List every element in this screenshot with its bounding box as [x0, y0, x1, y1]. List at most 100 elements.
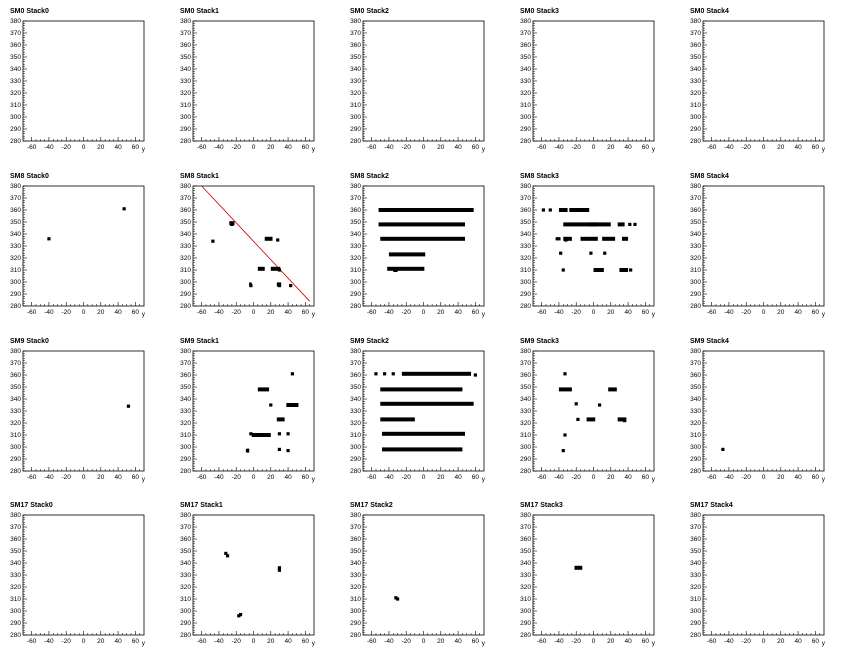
x-tick-label: 20	[97, 144, 105, 151]
hit-cluster	[558, 387, 572, 392]
data-point	[286, 432, 290, 436]
x-tick-label: 0	[422, 474, 426, 481]
x-tick-label: 60	[132, 309, 140, 316]
y-tick-label: 350	[180, 384, 191, 391]
y-tick-label: 370	[690, 195, 701, 202]
x-tick-label: 20	[607, 144, 615, 151]
x-tick-label: -20	[62, 144, 72, 151]
hit-cluster	[388, 252, 426, 257]
x-tick-label: -20	[402, 638, 412, 645]
y-tick-label: 290	[350, 291, 361, 298]
data-point	[258, 267, 263, 271]
plot-frame	[362, 350, 485, 472]
data-point	[374, 372, 378, 376]
x-tick-label: -20	[62, 638, 72, 645]
x-tick-label: -60	[707, 144, 717, 151]
data-point	[541, 208, 545, 212]
x-tick-label: -60	[27, 474, 37, 481]
x-tick-label: -40	[214, 144, 224, 151]
y-tick-label: 320	[10, 90, 21, 97]
hit-cluster	[401, 371, 472, 376]
y-tick-label: 350	[10, 384, 21, 391]
y-tick-label: 310	[520, 267, 531, 274]
x-tick-label: -40	[384, 638, 394, 645]
y-tick-label: 300	[10, 114, 21, 121]
y-tick-label: 310	[350, 596, 361, 603]
data-point	[589, 251, 593, 255]
data-point	[394, 596, 398, 600]
y-tick-label: 380	[520, 348, 531, 355]
y-tick-label: 340	[520, 66, 531, 73]
y-tick-label: 320	[180, 584, 191, 591]
y-tick-label: 340	[180, 560, 191, 567]
x-axis-label: y	[312, 476, 316, 483]
y-tick-label: 300	[10, 279, 21, 286]
y-tick-label: 330	[520, 243, 531, 250]
x-tick-label: 60	[132, 474, 140, 481]
x-tick-label: 60	[472, 144, 480, 151]
y-tick-label: 300	[690, 114, 701, 121]
y-tick-label: 300	[690, 608, 701, 615]
x-axis-label: y	[142, 476, 146, 483]
y-tick-label: 340	[350, 66, 361, 73]
x-tick-label: -60	[197, 638, 207, 645]
y-tick-label: 310	[180, 102, 191, 109]
panel-title: SM17 Stack2	[350, 502, 393, 509]
y-tick-label: 370	[690, 30, 701, 37]
data-point	[122, 207, 126, 211]
hit-cluster	[380, 236, 465, 241]
y-tick-label: 360	[350, 42, 361, 49]
y-tick-label: 340	[520, 560, 531, 567]
y-tick-label: 310	[690, 432, 701, 439]
x-tick-label: -60	[197, 309, 207, 316]
data-point	[238, 613, 243, 617]
hit-cluster	[382, 447, 463, 452]
data-point	[629, 268, 633, 272]
y-tick-label: 360	[690, 42, 701, 49]
x-tick-label: 0	[82, 474, 86, 481]
y-tick-label: 300	[180, 114, 191, 121]
plot-frame	[702, 514, 825, 636]
y-tick-label: 340	[180, 66, 191, 73]
x-tick-label: -40	[554, 474, 564, 481]
y-tick-label: 280	[10, 632, 21, 639]
data-point	[603, 251, 607, 255]
y-tick-label: 380	[690, 348, 701, 355]
data-point	[245, 449, 250, 453]
y-tick-label: 360	[350, 207, 361, 214]
y-tick-label: 300	[520, 279, 531, 286]
x-tick-label: 60	[642, 638, 650, 645]
panel: SM0 Stack3 280 290 300 310 320 330 340 350 360 370…	[520, 8, 656, 153]
y-tick-label: 340	[350, 560, 361, 567]
x-tick-label: -40	[724, 474, 734, 481]
hit-cluster	[617, 222, 625, 227]
panel: SM17 Stack4 280 290 300 310 320 330 340 350 360 37…	[690, 502, 826, 647]
x-tick-label: 40	[454, 638, 462, 645]
x-tick-label: 60	[302, 638, 310, 645]
panel: SM9 Stack4 280 290 300 310 320 330 340 350 360 370…	[690, 338, 826, 483]
x-tick-label: -20	[402, 309, 412, 316]
x-tick-label: 20	[97, 638, 105, 645]
x-tick-label: 60	[642, 144, 650, 151]
panel: SM8 Stack1 280 290 300 310 320 330 340 350 360 370…	[180, 173, 316, 318]
y-tick-label: 380	[10, 18, 21, 25]
y-tick-label: 290	[690, 126, 701, 133]
y-tick-label: 330	[10, 408, 21, 415]
x-tick-label: 0	[422, 144, 426, 151]
data-point	[583, 237, 587, 241]
hit-cluster	[380, 417, 415, 422]
panel-title: SM8 Stack3	[520, 173, 559, 180]
y-tick-label: 380	[10, 183, 21, 190]
x-tick-label: -40	[384, 309, 394, 316]
x-tick-label: -40	[724, 638, 734, 645]
plot-frame	[22, 514, 145, 636]
panel-title: SM0 Stack1	[180, 8, 219, 15]
y-tick-label: 280	[520, 632, 531, 639]
y-tick-label: 340	[690, 560, 701, 567]
panel: SM17 Stack3 280 290 300 310 320 330 340 350 360 37…	[520, 502, 656, 647]
panel-title: SM8 Stack4	[690, 173, 729, 180]
y-tick-label: 330	[690, 572, 701, 579]
x-tick-label: -60	[537, 309, 547, 316]
y-tick-label: 280	[350, 632, 361, 639]
x-tick-label: 0	[762, 474, 766, 481]
